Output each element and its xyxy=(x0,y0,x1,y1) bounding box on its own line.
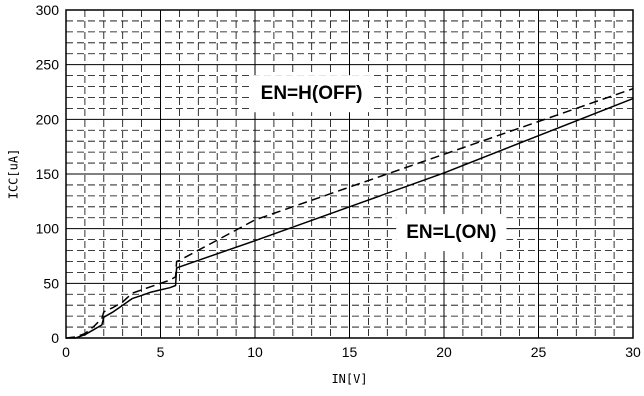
y-tick-label: 300 xyxy=(36,2,60,18)
plot-frame xyxy=(65,9,634,339)
y-tick-label: 200 xyxy=(36,111,60,127)
x-tick-label: 20 xyxy=(436,344,452,360)
x-tick-label: 5 xyxy=(157,344,165,360)
y-tick-label: 0 xyxy=(51,330,59,346)
annotation-background xyxy=(396,214,507,252)
y-tick-label: 50 xyxy=(43,275,59,291)
annotation-label: EN=L(ON) xyxy=(396,214,507,252)
annotation-background xyxy=(250,75,373,113)
x-tick-label: 15 xyxy=(342,344,358,360)
annotation-label: EN=H(OFF) xyxy=(250,75,373,113)
y-tick-label: 250 xyxy=(36,57,60,73)
annotation-text: EN=L(ON) xyxy=(406,222,496,243)
series-line-en-h-off xyxy=(65,87,634,339)
series-layer xyxy=(65,87,634,339)
x-tick-label: 25 xyxy=(531,344,547,360)
x-tick-label: 0 xyxy=(62,344,70,360)
y-tick-label: 150 xyxy=(36,166,60,182)
series-line-en-l-on xyxy=(66,97,634,339)
x-tick-label: 30 xyxy=(625,344,641,360)
annotation-layer: EN=H(OFF) EN=L(ON) xyxy=(250,75,507,252)
x-tick-label: 10 xyxy=(247,344,263,360)
y-axis-title: ICC[uA] xyxy=(7,149,21,200)
grid xyxy=(66,10,633,338)
x-axis-title: IN[V] xyxy=(331,372,367,386)
y-tick-label: 100 xyxy=(36,221,60,237)
annotation-text: EN=H(OFF) xyxy=(261,83,363,104)
